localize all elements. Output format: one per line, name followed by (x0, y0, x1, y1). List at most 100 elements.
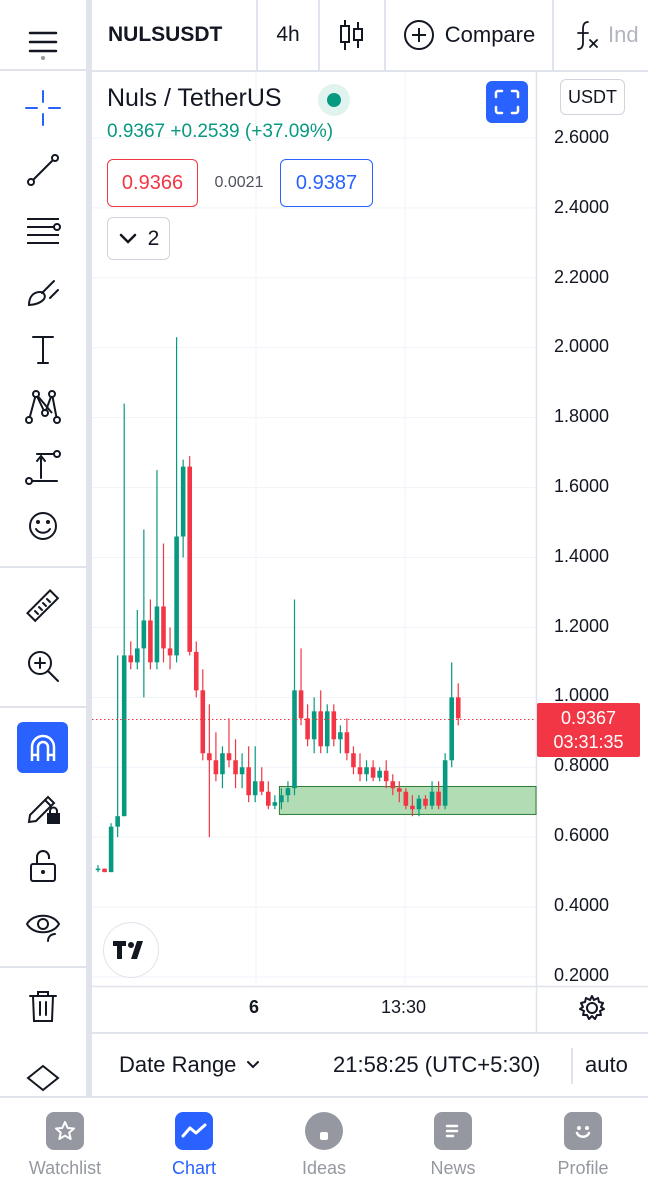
date-range-label: Date Range (119, 1052, 237, 1077)
unlock-icon[interactable] (15, 838, 71, 894)
emoji-icon[interactable] (15, 498, 71, 554)
nav-chart[interactable]: Chart (134, 1112, 254, 1179)
symbol-selector[interactable]: NULSUSDT (92, 0, 258, 70)
candle-body (141, 620, 147, 649)
candle-body (272, 802, 278, 806)
time-label-hour: 13:30 (381, 997, 427, 1017)
candle-body (344, 732, 350, 754)
candle-body (397, 788, 402, 792)
buy-button[interactable]: 0.9387 (280, 159, 373, 207)
candle-body (161, 606, 166, 649)
sell-button[interactable]: 0.9366 (107, 159, 198, 207)
price-tick-label: 1.2000 (554, 615, 610, 636)
candle-body (429, 791, 435, 806)
indicators-button[interactable]: Ind (554, 0, 648, 70)
candle-body (318, 711, 323, 747)
candle-body (148, 620, 153, 663)
nav-news[interactable]: News (393, 1112, 513, 1179)
spread-value: 0.0021 (214, 174, 264, 191)
candle-body (351, 753, 356, 768)
market-open-indicator (318, 84, 350, 116)
candle-body (416, 798, 422, 810)
candle-body (423, 798, 428, 806)
interval-selector[interactable]: 4h (258, 0, 320, 70)
lightbulb-icon (305, 1112, 343, 1150)
trash-icon[interactable] (15, 978, 71, 1034)
layers-icon[interactable] (15, 1058, 71, 1096)
measure-range-icon[interactable] (15, 439, 71, 495)
bar-countdown: 03:31:35 (553, 732, 624, 752)
zoom-in-icon[interactable] (15, 638, 71, 694)
fullscreen-button[interactable] (486, 81, 528, 123)
price-chart[interactable] (92, 72, 648, 1032)
nav-label: Watchlist (28, 1158, 102, 1178)
chart-header: NULSUSDT 4h Compare Ind (92, 0, 648, 72)
toolbar-divider (0, 566, 86, 568)
drawing-toolbar (0, 0, 86, 1097)
chart-settings-icon[interactable] (578, 994, 606, 1022)
candle-body (377, 770, 382, 778)
price-tick-label: 1.6000 (554, 476, 610, 496)
price-tick-label: 1.0000 (554, 685, 610, 706)
candle-body (167, 648, 173, 656)
compare-button[interactable]: Compare (386, 0, 554, 70)
price-tick-label: 1.8000 (554, 406, 610, 427)
candle-body (259, 781, 265, 792)
candle-body (220, 753, 225, 775)
eye-icon[interactable] (15, 898, 71, 954)
lock-drawing-icon[interactable] (15, 778, 71, 834)
nav-watchlist[interactable]: Watchlist (5, 1112, 125, 1179)
menu-icon[interactable] (15, 14, 71, 70)
trend-line-icon[interactable] (15, 142, 71, 198)
change-percent: (+37.09%) (244, 121, 334, 142)
chevron-down-icon (247, 1061, 260, 1069)
price-tick-label: 1.4000 (554, 545, 610, 566)
candle-body (246, 767, 251, 796)
candle-body (370, 767, 376, 778)
candle-body (102, 868, 107, 873)
nav-profile[interactable]: Profile (523, 1112, 643, 1179)
range-bar: Date Range 21:58:25 (UTC+5:30) auto (92, 1032, 648, 1096)
candle-body (128, 655, 134, 663)
pattern-icon[interactable] (15, 378, 71, 434)
candle-body (442, 760, 448, 806)
last-price-axis-value: 0.9367 (560, 708, 617, 728)
candle-body (357, 767, 363, 775)
toolbar-divider (0, 706, 86, 708)
instrument-title: Nuls / TetherUS (107, 84, 282, 112)
price-tick-label: 0.4000 (554, 894, 610, 915)
chart-type-button[interactable] (320, 0, 386, 70)
candle-body (154, 606, 160, 663)
last-price-label: 0.9367 03:31:35 (537, 703, 640, 757)
candle-body (364, 767, 369, 775)
ruler-icon[interactable] (15, 578, 71, 634)
date-range-button[interactable]: Date Range (119, 1052, 260, 1078)
magnet-icon[interactable] (17, 722, 68, 773)
candle-body (324, 711, 330, 747)
text-icon[interactable] (15, 321, 71, 377)
price-tick-label: 2.0000 (554, 336, 610, 357)
legend-collapse-button[interactable]: 2 (107, 217, 170, 260)
newspaper-icon (434, 1112, 472, 1150)
currency-selector[interactable]: USDT (560, 79, 625, 115)
fib-retracement-icon[interactable] (15, 202, 71, 258)
function-icon (577, 21, 598, 50)
price-tick-label: 0.8000 (554, 755, 610, 776)
candle-body (213, 760, 219, 775)
brush-icon[interactable] (15, 263, 71, 319)
candle-body (174, 536, 179, 656)
candle-body (95, 868, 101, 871)
candle-body (200, 690, 206, 754)
candle-body (252, 781, 258, 796)
tradingview-logo[interactable] (103, 922, 159, 978)
auto-scale-toggle[interactable]: auto (585, 1052, 628, 1077)
crosshair-icon[interactable] (15, 80, 71, 136)
price-change-line: 0.9367 +0.2539 (+37.09%) (107, 121, 333, 143)
timezone-clock[interactable]: 21:58:25 (UTC+5:30) (333, 1052, 541, 1077)
nav-ideas[interactable]: Ideas (264, 1112, 384, 1179)
range-divider (571, 1048, 573, 1084)
candle-body (115, 816, 120, 827)
candle-body (135, 648, 140, 663)
candle-body (279, 795, 284, 803)
indicator-count: 2 (147, 226, 160, 250)
